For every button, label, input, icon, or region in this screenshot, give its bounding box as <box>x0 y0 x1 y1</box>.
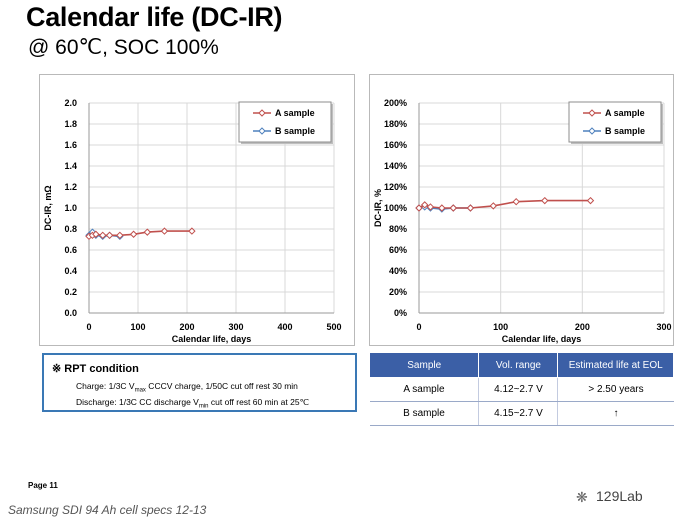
data-point-marker <box>116 231 124 240</box>
legend-marker <box>588 109 596 117</box>
table-cell: A sample <box>369 377 480 402</box>
page-number: Page 11 <box>28 481 58 490</box>
rpt-charge-line: Charge: 1/3C Vmax CCCV charge, 1/50C cut… <box>76 381 298 394</box>
y-tick-label: 60% <box>389 245 407 255</box>
y-tick-label: 1.2 <box>64 182 77 192</box>
table-header-row: Sample Vol. range Estimated life at EOL <box>368 352 674 378</box>
y-axis-label: DC-IR, mΩ <box>43 185 53 230</box>
data-point-marker <box>421 201 429 209</box>
y-tick-label: 1.8 <box>64 119 77 129</box>
table-cell: ↑ <box>557 401 674 426</box>
series-line <box>418 199 591 209</box>
x-tick-label: 300 <box>656 322 671 332</box>
page-subtitle: @ 60℃, SOC 100% <box>28 36 219 59</box>
data-point-marker <box>489 202 498 210</box>
x-tick-label: 300 <box>228 322 243 332</box>
x-tick-label: 0 <box>86 322 91 332</box>
table-row: A sample 4.12~2.7 V > 2.50 years <box>369 377 674 402</box>
y-tick-label: 80% <box>389 224 407 234</box>
x-tick-label: 200 <box>179 322 194 332</box>
y-tick-label: 0.6 <box>64 245 77 255</box>
legend-marker <box>258 109 266 117</box>
y-tick-label: 40% <box>389 266 407 276</box>
rpt-discharge-line: Discharge: 1/3C CC discharge Vmin cut of… <box>76 397 309 410</box>
legend-marker <box>258 127 266 135</box>
x-axis-label: Calendar life, days <box>172 334 252 344</box>
source-caption: Samsung SDI 94 Ah cell specs 12-13 <box>8 503 207 517</box>
x-axis-label: Calendar life, days <box>502 334 582 344</box>
rpt-condition-box: ※ RPT condition Charge: 1/3C Vmax CCCV c… <box>42 353 357 412</box>
x-tick-label: 400 <box>277 322 292 332</box>
x-tick-label: 200 <box>575 322 590 332</box>
rpt-discharge-sub: min <box>198 403 209 410</box>
legend-label: A sample <box>275 108 315 118</box>
data-point-marker <box>426 203 435 211</box>
y-tick-label: 20% <box>389 287 407 297</box>
x-tick-label: 100 <box>493 322 508 332</box>
y-tick-label: 120% <box>384 182 407 192</box>
data-point-marker <box>415 204 423 212</box>
data-point-marker <box>466 204 475 212</box>
rpt-discharge-text: Discharge: 1/3C CC discharge V <box>76 397 199 407</box>
table-header-cell: Estimated life at EOL <box>557 352 674 378</box>
rpt-discharge-text-2: cut off rest 60 min at 25℃ <box>208 397 310 407</box>
rpt-charge-text: Charge: 1/3C V <box>76 381 135 391</box>
legend-box <box>568 101 662 143</box>
data-point-marker <box>129 230 138 238</box>
legend-box <box>238 101 332 143</box>
table-header-cell: Sample <box>368 352 480 378</box>
legend-label: B sample <box>605 126 645 136</box>
data-point-marker <box>99 231 107 240</box>
table-cell: B sample <box>369 401 480 426</box>
data-point-marker <box>160 227 169 235</box>
estimated-life-table: Sample Vol. range Estimated life at EOL … <box>368 352 674 426</box>
x-tick-label: 0 <box>416 322 421 332</box>
y-tick-label: 2.0 <box>64 98 77 108</box>
table-row: B sample 4.15~2.7 V ↑ <box>369 401 674 426</box>
data-point-marker <box>105 231 114 240</box>
rpt-title: ※ RPT condition <box>52 363 139 375</box>
y-tick-label: 140% <box>384 161 407 171</box>
x-tick-label: 100 <box>130 322 145 332</box>
y-tick-label: 1.4 <box>64 161 77 171</box>
y-tick-label: 100% <box>384 203 407 213</box>
chat-bubble-icon: ❋ <box>576 489 588 505</box>
data-point-marker <box>438 204 446 212</box>
x-tick-label: 500 <box>326 322 341 332</box>
page-title: Calendar life (DC-IR) <box>26 2 283 32</box>
legend-label: B sample <box>275 126 315 136</box>
table-header-cell: Vol. range <box>478 352 559 378</box>
rpt-charge-sub: max <box>134 387 146 394</box>
y-tick-label: 0.8 <box>64 224 77 234</box>
y-tick-label: 0.0 <box>64 308 77 318</box>
data-point-marker <box>586 196 595 205</box>
y-tick-label: 1.0 <box>64 203 77 213</box>
rpt-charge-text-2: CCCV charge, 1/50C cut off rest 30 min <box>145 381 298 391</box>
table-cell: 4.15~2.7 V <box>478 401 559 426</box>
y-tick-label: 180% <box>384 119 407 129</box>
y-tick-label: 160% <box>384 140 407 150</box>
data-point-marker <box>449 204 458 212</box>
table-cell: 4.12~2.7 V <box>478 377 559 402</box>
watermark-label: 129Lab <box>596 488 643 504</box>
data-point-marker <box>92 230 100 238</box>
y-tick-label: 1.6 <box>64 140 77 150</box>
legend-label: A sample <box>605 108 645 118</box>
data-point-marker <box>188 227 196 235</box>
y-tick-label: 0.4 <box>64 266 77 276</box>
legend-marker <box>588 127 596 135</box>
data-point-marker <box>512 197 520 206</box>
table-cell: > 2.50 years <box>557 377 674 402</box>
y-tick-label: 0.2 <box>64 287 77 297</box>
y-axis-label: DC-IR, % <box>373 189 383 227</box>
data-point-marker <box>143 228 152 236</box>
y-tick-label: 0% <box>394 308 407 318</box>
y-tick-label: 200% <box>384 98 407 108</box>
data-point-marker <box>541 196 549 205</box>
